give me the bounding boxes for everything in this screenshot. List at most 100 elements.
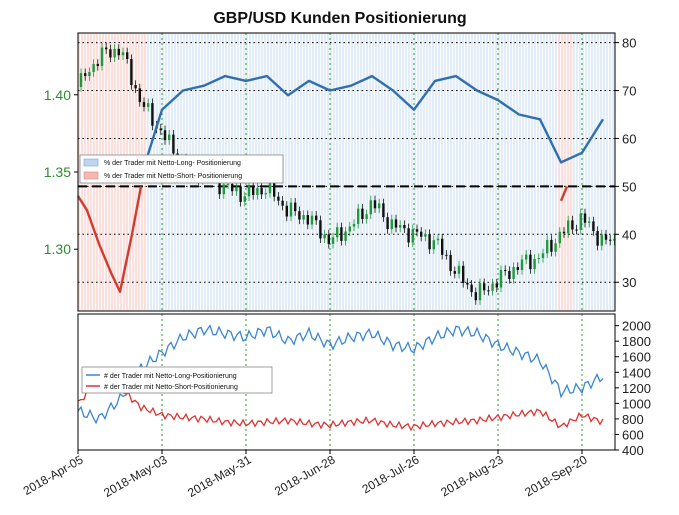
candle-body [386, 217, 389, 230]
background-stripe [372, 33, 375, 311]
background-stripe [495, 33, 498, 311]
top-series-lines [76, 74, 605, 293]
background-stripe [534, 33, 537, 311]
chart-title: GBP/USD Kunden Positionierung [213, 10, 466, 27]
candle-body [579, 213, 582, 230]
background-stripe [288, 33, 291, 311]
candle-body [491, 283, 494, 291]
candle-body [357, 208, 360, 224]
series-long-pct [139, 74, 605, 178]
candle-body [273, 180, 276, 197]
candle-body [142, 102, 146, 107]
candle-body [613, 238, 616, 241]
series-short-pct [559, 185, 569, 202]
background-stripe [405, 33, 408, 311]
candle-body [331, 237, 335, 244]
background-stripe [408, 33, 411, 311]
pct-axis: 30 40 50 60 70 80 [615, 36, 636, 290]
price-tick-label: 1.30 [44, 241, 71, 257]
candle-body [541, 253, 545, 259]
background-stripe [327, 33, 330, 311]
background-stripe [471, 33, 474, 311]
candle-body [529, 254, 532, 270]
background-stripe [579, 33, 582, 311]
candle-body [369, 200, 372, 215]
candle-body [260, 188, 263, 195]
candle-body [504, 270, 507, 272]
background-stripe [483, 33, 486, 311]
candle-body [394, 219, 398, 228]
candle-body [226, 183, 230, 185]
background-stripe [465, 33, 468, 311]
candle-body [428, 234, 431, 250]
series-long-count [77, 324, 604, 425]
background-stripe [333, 33, 336, 311]
background-stripe [429, 33, 432, 311]
pct-tick-label: 80 [622, 36, 636, 51]
candle-body [403, 225, 406, 229]
count-tick-label: 600 [622, 427, 644, 442]
pct-tick-label: 50 [622, 179, 636, 194]
candle-body [340, 227, 343, 241]
count-tick-label: 1200 [622, 381, 651, 396]
candle-body [457, 265, 461, 274]
background-stripe [504, 33, 507, 311]
candle-body [436, 238, 440, 241]
candle-body [550, 239, 553, 252]
candle-body [508, 270, 511, 279]
x-tick-label: 2018-Aug-23 [438, 452, 505, 499]
background-stripe [381, 33, 384, 311]
background-stripe [456, 33, 459, 311]
candle-body [478, 283, 482, 301]
background-stripe [453, 33, 456, 311]
top-legend: % der Trader mit Netto-Long- Positionier… [79, 154, 284, 184]
background-stripe [357, 33, 360, 311]
background-stripe [519, 33, 522, 311]
legend-label-short-count: # der Trader mit Netto-Short-Positionier… [104, 384, 238, 391]
candle-body [583, 213, 587, 223]
background-stripe [78, 33, 81, 311]
candle-body [310, 215, 314, 225]
candle-body [424, 234, 427, 237]
candle-body [525, 254, 528, 260]
candle-body [294, 202, 297, 212]
background-stripe [603, 33, 606, 311]
background-stripe [375, 33, 378, 311]
background-stripe [588, 33, 591, 311]
candle-body [546, 239, 549, 254]
candle-body [172, 134, 175, 154]
candle-body [168, 134, 171, 141]
background-stripe [399, 33, 402, 311]
background-stripe [600, 33, 603, 311]
background-stripe [498, 33, 501, 311]
series-short-count [77, 378, 604, 432]
count-tick-label: 2000 [622, 319, 651, 334]
count-tick-label: 400 [622, 443, 644, 458]
candle-body [306, 215, 309, 225]
candle-body [327, 234, 330, 244]
candle-body [163, 130, 167, 141]
candle-body [126, 52, 129, 60]
candle-body [411, 229, 414, 243]
candle-body [352, 223, 356, 227]
background-stripe [423, 33, 426, 311]
candle-body [323, 234, 326, 239]
legend-swatch-long [83, 158, 99, 167]
background-stripe [513, 33, 516, 311]
candle-body [130, 59, 133, 86]
background-stripe [612, 33, 615, 311]
x-tick-label: 2018-May-31 [185, 452, 254, 500]
background-stripe [573, 33, 576, 311]
background-stripe [417, 33, 420, 311]
background-stripe [396, 33, 399, 311]
candle-body [79, 73, 83, 88]
background-stripe [360, 33, 363, 311]
candle-body [138, 88, 141, 103]
candle-body [373, 200, 377, 209]
background-stripe [315, 33, 318, 311]
candle-body [390, 219, 393, 230]
background-stripe [447, 33, 450, 311]
candle-body [289, 202, 293, 217]
x-tick-label: 2018-Jul-26 [360, 452, 422, 496]
background-stripe [462, 33, 465, 311]
